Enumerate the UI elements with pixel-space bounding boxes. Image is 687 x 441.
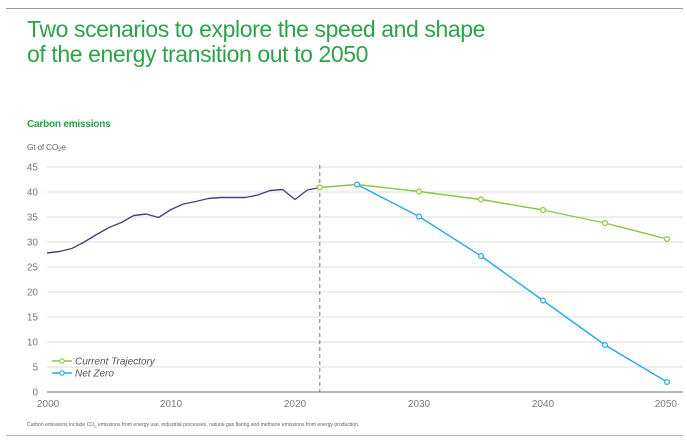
footnote-suffix: emissions from energy use, industrial pr… [96,422,360,428]
page-title: Two scenarios to explore the speed and s… [27,17,485,67]
data-point-current-trajectory [601,220,608,227]
footnote-prefix: Carbon emissions include CO [27,422,95,428]
chart-title: Carbon emissions [27,119,111,130]
data-point-current-trajectory [316,184,323,191]
y-tick-label: 0 [32,388,38,399]
data-point-net-zero [539,297,546,304]
data-point-current-trajectory [663,236,670,243]
data-point-current-trajectory [478,196,485,203]
legend-label: Current Trajectory [75,357,156,368]
data-point-net-zero [663,379,670,386]
series-line-net-zero [356,183,668,383]
data-point-net-zero [354,181,361,188]
legend-swatch-marker [59,358,65,364]
y-tick-label: 15 [27,313,39,324]
gridlines [47,166,683,393]
unit-suffix: e [61,142,66,152]
y-axis-unit-label: Gt of CO2e [27,142,66,153]
x-axis-ticks: 2000 2010 2020 2030 2040 2050 [37,399,677,410]
footnote: Carbon emissions include CO2 emissions f… [27,422,360,430]
y-axis-ticks: 0 5 10 15 20 25 30 35 40 45 [27,163,39,399]
data-point-net-zero [416,213,423,220]
data-point-current-trajectory [539,207,546,214]
x-tick-label: 2050 [655,399,678,410]
y-tick-label: 10 [27,338,39,349]
x-tick-label: 2030 [408,399,431,410]
footnote-subscript: 2 [94,424,97,430]
page-title-line-2: of the energy transition out to 2050 [27,41,369,67]
unit-prefix: Gt of CO [27,142,59,152]
legend-item-current-trajectory: Current Trajectory [52,357,156,368]
y-tick-label: 40 [27,188,39,199]
legend-item-net-zero: Net Zero [52,369,114,380]
data-point-net-zero [478,253,485,260]
unit-subscript: 2 [58,147,62,153]
y-tick-label: 45 [27,163,39,174]
x-tick-label: 2040 [532,399,555,410]
y-tick-label: 20 [27,288,39,299]
series-line-historical [46,186,320,254]
legend-swatch-marker [59,370,65,376]
legend-label: Net Zero [75,369,114,380]
x-tick-label: 2020 [284,399,307,410]
y-tick-label: 25 [27,263,39,274]
series-group [46,165,670,392]
data-point-current-trajectory [416,188,423,195]
x-tick-label: 2000 [37,399,60,410]
y-tick-label: 5 [32,363,38,374]
x-tick-label: 2010 [160,399,183,410]
top-divider [6,8,683,9]
bottom-divider [6,435,683,436]
y-tick-label: 35 [27,213,39,224]
page-title-line-1: Two scenarios to explore the speed and s… [27,16,486,42]
y-tick-label: 30 [27,238,39,249]
data-point-net-zero [601,342,608,349]
